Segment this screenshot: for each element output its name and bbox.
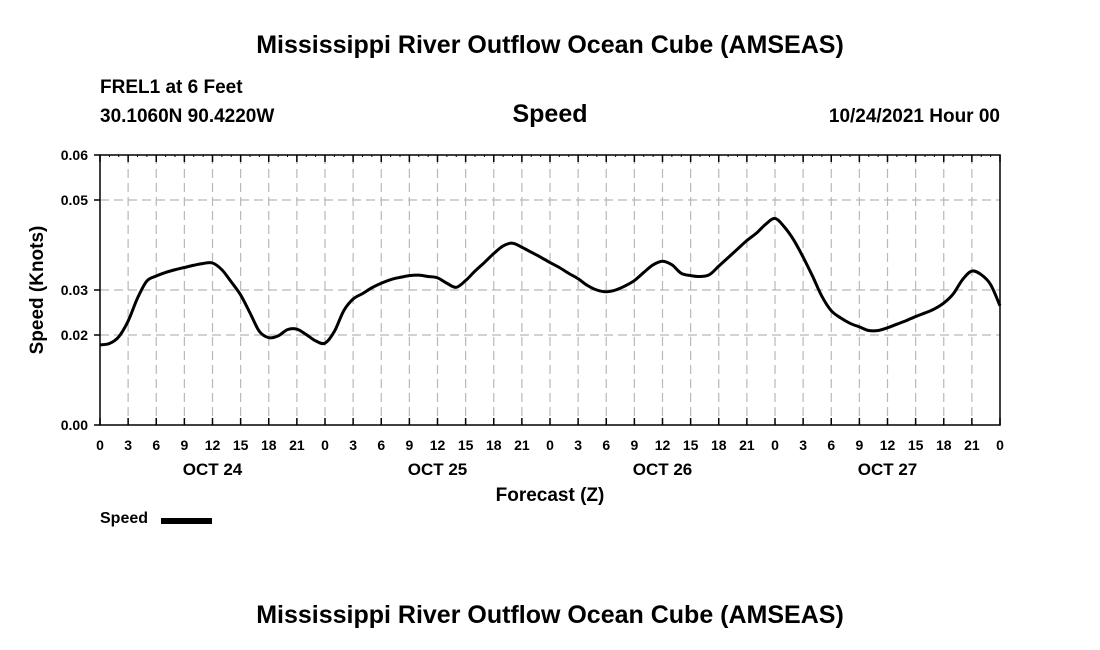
x-tick-label: 6 xyxy=(152,437,160,453)
x-tick-label: 0 xyxy=(996,437,1004,453)
y-tick-label: 0.02 xyxy=(61,327,88,343)
legend-label: Speed xyxy=(100,510,149,527)
y-tick-label: 0.06 xyxy=(61,147,88,163)
y-tick-label: 0.00 xyxy=(61,417,88,433)
x-tick-label: 12 xyxy=(880,437,896,453)
plot-frame xyxy=(99,154,1001,426)
y-tick-label: 0.03 xyxy=(61,282,88,298)
x-tick-label: 21 xyxy=(964,437,980,453)
x-tick-label: 18 xyxy=(711,437,727,453)
speed-series-line xyxy=(99,216,1002,347)
x-tick-label: 9 xyxy=(630,437,638,453)
x-axis-label: Forecast (Z) xyxy=(496,485,605,506)
x-tick-label: 15 xyxy=(908,437,924,453)
location-label: 30.1060N 90.4220W xyxy=(100,106,275,127)
x-tick-label: 21 xyxy=(739,437,755,453)
legend-swatch xyxy=(161,518,212,524)
x-tick-label: 21 xyxy=(514,437,530,453)
day-label: OCT 24 xyxy=(183,460,243,479)
x-tick-label: 0 xyxy=(96,437,104,453)
x-tick-label: 9 xyxy=(405,437,413,453)
x-tick-label: 12 xyxy=(205,437,221,453)
y-tick-label: 0.05 xyxy=(61,192,88,208)
x-tick-label: 12 xyxy=(430,437,446,453)
x-tick-label: 12 xyxy=(655,437,671,453)
y-axis-label: Speed (Knots) xyxy=(27,226,48,355)
x-tick-label: 15 xyxy=(683,437,699,453)
x-tick-label: 15 xyxy=(458,437,474,453)
station-label: FREL1 at 6 Feet xyxy=(100,77,243,98)
x-tick-label: 9 xyxy=(180,437,188,453)
footer-title: Mississippi River Outflow Ocean Cube (AM… xyxy=(256,601,844,629)
x-tick-label: 6 xyxy=(827,437,835,453)
x-tick-label: 18 xyxy=(261,437,277,453)
x-tick-label: 6 xyxy=(602,437,610,453)
chart-title: Mississippi River Outflow Ocean Cube (AM… xyxy=(256,31,844,59)
x-tick-label: 0 xyxy=(546,437,554,453)
x-tick-label: 3 xyxy=(574,437,582,453)
tick-labels: 0.00 0.02 0.03 0.05 0.06 0 3 6 9 12 15 18 21 0 3 6 9 12 15… xyxy=(61,147,1004,479)
x-tick-label: 18 xyxy=(936,437,952,453)
x-tick-label: 18 xyxy=(486,437,502,453)
day-label: OCT 25 xyxy=(408,460,468,479)
x-tick-label: 21 xyxy=(289,437,305,453)
x-tick-label: 3 xyxy=(349,437,357,453)
day-label: OCT 27 xyxy=(858,460,918,479)
x-tick-label: 0 xyxy=(771,437,779,453)
x-tick-label: 3 xyxy=(124,437,132,453)
datetime-label: 10/24/2021 Hour 00 xyxy=(828,106,1000,127)
grid xyxy=(100,155,1000,425)
x-tick-label: 0 xyxy=(321,437,329,453)
x-tick-label: 3 xyxy=(799,437,807,453)
x-tick-label: 15 xyxy=(233,437,249,453)
x-tick-label: 9 xyxy=(855,437,863,453)
x-tick-label: 6 xyxy=(377,437,385,453)
day-label: OCT 26 xyxy=(633,460,693,479)
